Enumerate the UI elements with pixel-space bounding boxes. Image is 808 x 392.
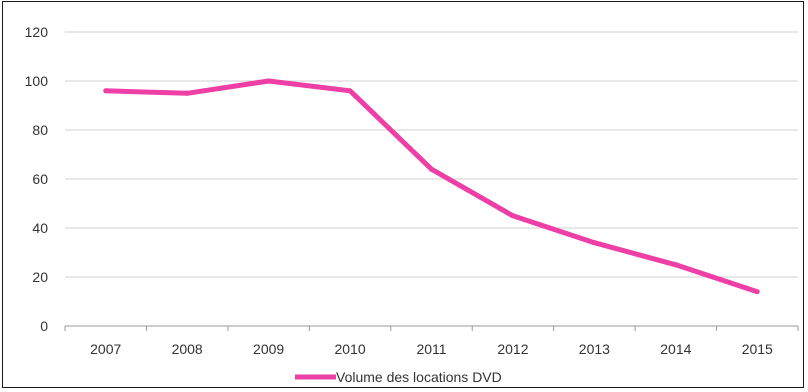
x-tick-label: 2015 (742, 341, 773, 357)
data-point (347, 88, 353, 94)
x-tick-label: 2010 (334, 341, 365, 357)
y-tick-label: 80 (32, 122, 48, 138)
chart-frame: 0 20 40 60 80 100 120 2007 2008 2009 2010 2011 2012… (2, 1, 804, 388)
data-point (754, 289, 760, 295)
data-point (673, 262, 679, 268)
data-point (184, 90, 190, 96)
line-chart: 0 20 40 60 80 100 120 2007 2008 2009 2010 2011 2012… (25, 24, 799, 385)
legend-label: Volume des locations DVD (336, 369, 502, 385)
x-tick-label: 2009 (253, 341, 284, 357)
y-tick-label: 120 (25, 24, 49, 40)
y-tick-label: 0 (40, 318, 48, 334)
x-tick-label: 2007 (90, 341, 121, 357)
x-axis-tick-labels: 2007 2008 2009 2010 2011 2012 2013 2014 2015 (90, 341, 773, 357)
y-tick-label: 60 (32, 171, 48, 187)
x-tick-label: 2011 (416, 341, 446, 357)
data-point (429, 166, 434, 172)
data-point (510, 213, 516, 219)
gridlines (65, 31, 798, 278)
y-tick-label: 40 (32, 220, 48, 236)
series-layer (103, 78, 760, 295)
data-point (266, 78, 272, 84)
y-tick-label: 20 (32, 269, 48, 285)
data-point (103, 88, 109, 94)
x-tick-label: 2012 (497, 341, 528, 357)
y-axis-tick-labels: 0 20 40 60 80 100 120 (25, 24, 49, 334)
legend: Volume des locations DVD (295, 369, 502, 385)
series-line (105, 78, 759, 295)
x-tick-label: 2013 (579, 341, 610, 357)
x-axis (64, 325, 799, 331)
x-tick-label: 2008 (172, 341, 203, 357)
y-tick-label: 100 (25, 73, 49, 89)
x-tick-label: 2014 (660, 341, 691, 357)
data-point (591, 240, 597, 246)
